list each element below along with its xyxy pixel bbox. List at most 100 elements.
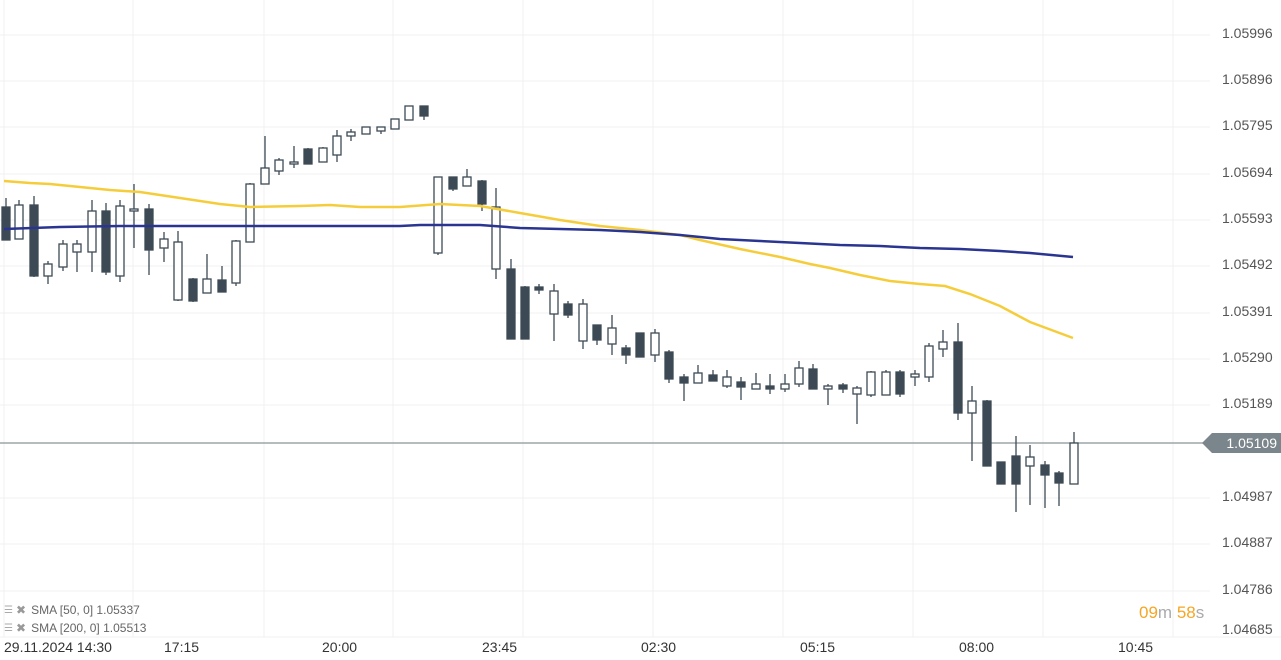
candle — [346, 131, 356, 137]
candle — [376, 126, 386, 132]
candle — [188, 278, 198, 302]
candle — [361, 126, 371, 135]
candle — [910, 373, 920, 378]
candle — [462, 176, 472, 187]
x-tick: 10:45 — [1118, 639, 1154, 655]
candle — [202, 278, 212, 294]
candle — [895, 371, 905, 395]
legend-sma-50: ☰ ✖ SMA [50, 0] 1.05337 — [4, 603, 140, 617]
candle — [303, 148, 313, 165]
settings-icon[interactable]: ☰ — [4, 604, 13, 616]
candle — [996, 461, 1006, 485]
candle — [520, 286, 530, 340]
candle — [159, 238, 169, 249]
candle — [765, 385, 775, 390]
y-tick: 1.05795 — [1222, 117, 1273, 133]
y-tick: 1.05391 — [1222, 303, 1273, 319]
candles — [1, 105, 1079, 512]
candle — [924, 345, 934, 378]
candle — [838, 384, 848, 390]
candle — [635, 332, 645, 358]
candle — [477, 180, 487, 205]
candle — [1025, 456, 1035, 467]
candle — [664, 351, 674, 380]
candle — [607, 327, 617, 345]
y-tick: 1.05290 — [1222, 349, 1273, 365]
y-tick: 1.04987 — [1222, 488, 1273, 504]
candle — [982, 400, 992, 467]
y-tick: 1.05189 — [1222, 395, 1273, 411]
y-tick: 1.05996 — [1222, 25, 1273, 41]
candle — [58, 243, 68, 268]
close-icon[interactable]: ✖ — [16, 621, 27, 635]
x-tick: 05:15 — [800, 639, 836, 655]
candle — [115, 205, 125, 277]
candle — [144, 208, 154, 251]
x-tick: 08:00 — [959, 639, 995, 655]
candle — [1069, 442, 1079, 485]
y-tick: 1.04685 — [1222, 621, 1273, 637]
candle — [318, 147, 328, 163]
candle — [506, 268, 516, 340]
x-tick: 23:45 — [482, 639, 518, 655]
candle — [419, 105, 429, 117]
candle — [794, 367, 804, 385]
candle — [1011, 455, 1021, 485]
candle-countdown-timer: 09m 58s — [1139, 603, 1205, 622]
candle — [448, 176, 458, 190]
x-tick: 29.11.2024 14:30 — [4, 639, 112, 655]
candle — [332, 135, 342, 156]
y-tick: 1.05694 — [1222, 164, 1273, 180]
y-tick: 1.05896 — [1222, 71, 1273, 87]
candle — [650, 332, 660, 356]
candle — [751, 383, 761, 390]
candle — [245, 183, 255, 243]
candle — [101, 210, 111, 273]
candle — [289, 161, 299, 165]
candle — [1040, 464, 1050, 476]
candle — [808, 368, 818, 390]
candle — [866, 371, 876, 396]
candle — [72, 243, 82, 253]
candle — [852, 387, 862, 395]
candle — [621, 347, 631, 356]
candle — [938, 341, 948, 350]
candle — [693, 372, 703, 384]
candle — [43, 263, 53, 277]
x-tick: 02:30 — [641, 639, 677, 655]
y-tick: 1.05593 — [1222, 210, 1273, 226]
x-tick: 17:15 — [164, 639, 200, 655]
candle — [1, 206, 11, 241]
y-tick: 1.05492 — [1222, 256, 1273, 272]
y-tick: 1.04786 — [1222, 581, 1273, 597]
candle — [260, 167, 270, 185]
x-tick: 20:00 — [322, 639, 358, 655]
candle — [736, 381, 746, 388]
candle — [679, 376, 689, 384]
candle — [563, 303, 573, 316]
candle — [231, 240, 241, 284]
legend-sma-200: ☰ ✖ SMA [200, 0] 1.05513 — [4, 621, 146, 635]
candle — [1054, 472, 1064, 484]
sma-50-line — [3, 179, 1074, 340]
sma-200-line — [3, 223, 1074, 259]
candle — [592, 324, 602, 341]
candle — [953, 341, 963, 414]
legend-label: SMA [50, 0] 1.05337 — [31, 603, 140, 617]
candle — [967, 400, 977, 414]
candle — [404, 105, 414, 121]
close-icon[interactable]: ✖ — [16, 603, 27, 617]
candle — [14, 204, 24, 240]
candle — [491, 206, 501, 270]
candle — [173, 241, 183, 301]
grid — [0, 0, 1281, 638]
candle — [534, 286, 544, 291]
settings-icon[interactable]: ☰ — [4, 622, 13, 634]
candle — [722, 376, 732, 387]
candle — [881, 371, 891, 396]
candle — [390, 118, 400, 130]
legend-label: SMA [200, 0] 1.05513 — [31, 621, 147, 635]
candle — [823, 385, 833, 390]
candle — [217, 279, 227, 293]
